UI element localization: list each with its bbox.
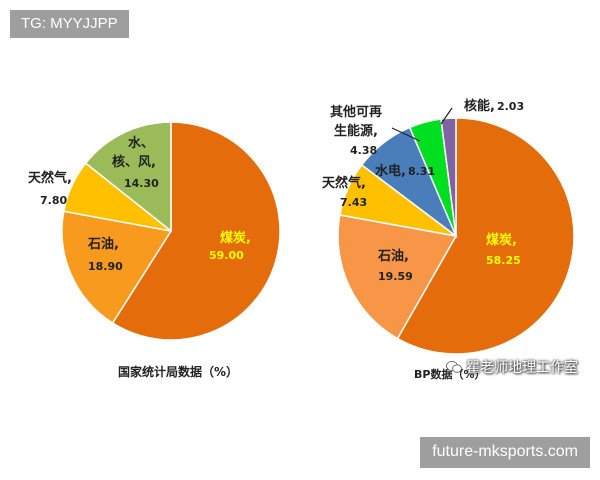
left-label-renew-line1: 水、 <box>128 135 154 151</box>
watermark-top-left: TG: MYYJJPP <box>10 10 129 38</box>
left-label-coal-name: 煤炭, <box>220 230 251 246</box>
wechat-icon <box>446 361 462 373</box>
right-label-nuclear: 核能, 2.03 <box>464 98 524 114</box>
left-label-oil-name: 石油, <box>87 236 119 252</box>
wechat-watermark: 瞿老师地理工作室 <box>446 357 578 377</box>
leader-line-nuclear <box>440 107 453 125</box>
left-chart-title: 国家统计局数据（%） <box>118 364 238 379</box>
right-label-nuclear-name: 核能, <box>464 98 495 114</box>
pie-chart-national-statistics <box>61 121 281 341</box>
right-label-hydro-name: 水电, <box>375 163 406 179</box>
pie-slice-3 <box>84 121 172 233</box>
right-label-gas-value: 7.43 <box>340 196 367 209</box>
left-label-oil-value: 18.90 <box>88 260 123 273</box>
right-label-nuclear-value: 2.03 <box>497 100 524 113</box>
left-label-gas-value: 7.80 <box>40 194 67 207</box>
pie-chart-bp <box>337 117 575 355</box>
pie-slice-1 <box>61 210 173 325</box>
right-label-other-line1: 其他可再 <box>330 104 382 120</box>
right-label-oil-name: 石油, <box>377 248 409 264</box>
right-label-hydro: 水电, 8.31 <box>375 163 435 179</box>
right-chart-title: BP数据（%） <box>414 367 485 381</box>
right-label-hydro-value: 8.31 <box>408 165 435 178</box>
right-label-oil-value: 19.59 <box>378 270 413 283</box>
watermark-bottom-right: future-mksports.com <box>420 437 590 468</box>
right-label-other-line2: 生能源, <box>334 123 378 139</box>
left-label-renew-value: 14.30 <box>124 177 159 190</box>
pie-slice-1 <box>337 214 458 340</box>
right-label-other-value: 4.38 <box>350 144 377 157</box>
right-label-coal-name: 煤炭, <box>486 232 517 248</box>
right-label-gas-name: 天然气, <box>322 175 366 191</box>
left-label-renew-line2: 核、风, <box>112 154 156 170</box>
pie-slice-0 <box>111 121 281 341</box>
right-label-coal-value: 58.25 <box>486 254 521 267</box>
left-label-coal-value: 59.00 <box>209 249 244 262</box>
pie-slice-5 <box>440 117 457 237</box>
left-label-gas-name: 天然气, <box>28 170 72 186</box>
pie-slice-0 <box>396 117 575 355</box>
wechat-label: 瞿老师地理工作室 <box>466 360 578 376</box>
leader-line-other <box>391 127 421 142</box>
